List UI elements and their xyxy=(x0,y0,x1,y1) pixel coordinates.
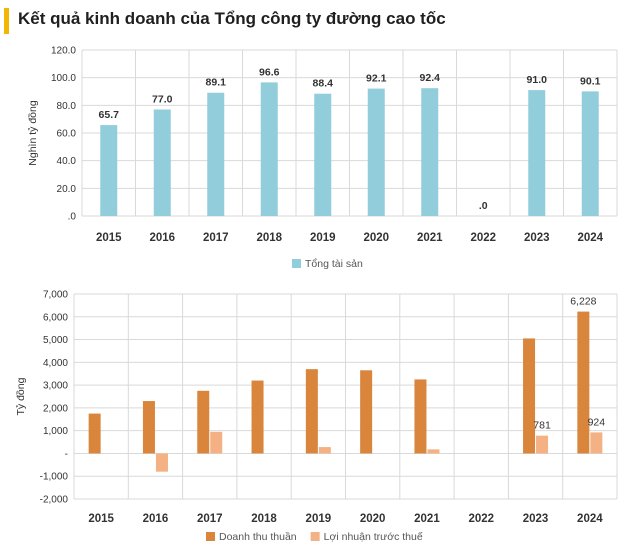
bar-doanh-thu-thuần xyxy=(360,370,373,454)
y-axis-title: Tỷ đồng xyxy=(15,377,27,415)
x-tick-label: 2015 xyxy=(88,513,114,525)
data-label: 91.0 xyxy=(527,74,548,86)
bar-doanh-thu-thuần xyxy=(577,311,590,454)
bar-doanh-thu-thuần xyxy=(523,338,536,454)
x-tick-label: 2018 xyxy=(256,232,282,244)
y-tick-label: 6,000 xyxy=(43,312,68,323)
data-label: .0 xyxy=(479,200,488,212)
x-tick-label: 2022 xyxy=(468,513,494,525)
y-tick-label: 120.0 xyxy=(51,46,76,57)
y-tick-label: 3,000 xyxy=(43,381,68,392)
bar-doanh-thu-thuần xyxy=(88,413,101,454)
total-assets-chart: .0 20.0 40.0 60.0 80.0 100.0 120.0 65.7 77.0 89.1… xyxy=(27,46,618,270)
y-tick-label: 40.0 xyxy=(57,156,77,167)
x-tick-label: 2019 xyxy=(306,513,332,525)
y-tick-label: 20.0 xyxy=(57,184,77,195)
bar-doanh-thu-thuần xyxy=(305,369,318,454)
x-tick-label: 2020 xyxy=(363,232,389,244)
y-tick-label: 100.0 xyxy=(51,73,76,84)
title-accent-bar xyxy=(4,8,9,34)
bar-tổng-tài-sản xyxy=(100,125,118,216)
data-label: 89.1 xyxy=(206,77,227,89)
bar-tổng-tài-sản xyxy=(421,88,439,216)
legend-label: Lợi nhuận trước thuế xyxy=(324,531,423,543)
data-label: 88.4 xyxy=(313,78,334,90)
data-label: 65.7 xyxy=(99,109,120,121)
bar-doanh-thu-thuần xyxy=(414,379,427,454)
x-tick-label: 2016 xyxy=(143,513,169,525)
data-label: 6,228 xyxy=(570,296,596,308)
bar-tổng-tài-sản xyxy=(153,109,171,216)
data-label: 92.1 xyxy=(366,73,387,85)
y-tick-label: -2,000 xyxy=(40,495,69,506)
x-tick-label: 2024 xyxy=(577,513,603,525)
bar-tổng-tài-sản xyxy=(314,93,332,216)
revenue-profit-chart: -2,000-1,000-1,0002,0003,0004,0005,0006,… xyxy=(15,290,618,543)
bar-tổng-tài-sản xyxy=(528,90,546,216)
bar-lợi-nhuận-trước-thuế xyxy=(536,435,549,454)
data-label: 924 xyxy=(588,416,606,428)
y-axis-title: Nghìn tỷ đồng xyxy=(27,100,39,166)
bar-doanh-thu-thuần xyxy=(197,390,210,454)
data-label: 96.6 xyxy=(259,66,280,78)
data-label: 77.0 xyxy=(152,93,173,105)
bar-tổng-tài-sản xyxy=(260,82,278,216)
x-tick-label: 2017 xyxy=(197,513,223,525)
bar-lợi-nhuận-trước-thuế xyxy=(427,449,440,454)
x-tick-label: 2015 xyxy=(96,232,122,244)
x-tick-label: 2019 xyxy=(310,232,336,244)
y-tick-label: 60.0 xyxy=(57,129,77,140)
x-tick-label: 2021 xyxy=(417,232,443,244)
page-title: Kết quả kinh doanh của Tổng công ty đườn… xyxy=(18,9,446,28)
y-tick-label: 5,000 xyxy=(43,335,68,346)
y-tick-label: 2,000 xyxy=(43,403,68,414)
x-tick-label: 2020 xyxy=(360,513,386,525)
y-tick-label: 1,000 xyxy=(43,426,68,437)
legend-swatch xyxy=(310,532,320,541)
x-tick-label: 2021 xyxy=(414,513,440,525)
bar-tổng-tài-sản xyxy=(581,91,599,216)
x-tick-label: 2024 xyxy=(577,232,603,244)
bar-lợi-nhuận-trước-thuế xyxy=(155,453,168,472)
bar-lợi-nhuận-trước-thuế xyxy=(318,447,331,454)
y-tick-label: 4,000 xyxy=(43,358,68,369)
x-tick-label: 2016 xyxy=(149,232,175,244)
x-tick-label: 2018 xyxy=(251,513,277,525)
data-label: 92.4 xyxy=(420,72,441,84)
bar-tổng-tài-sản xyxy=(367,88,385,216)
legend-swatch xyxy=(292,259,301,268)
bar-doanh-thu-thuần xyxy=(142,401,155,454)
x-tick-label: 2022 xyxy=(470,232,496,244)
data-label: 781 xyxy=(533,420,551,432)
y-tick-label: .0 xyxy=(68,212,77,223)
bar-lợi-nhuận-trước-thuế xyxy=(590,432,603,454)
legend-label: Tổng tài sản xyxy=(305,258,363,270)
data-label: 90.1 xyxy=(580,75,601,87)
bar-lợi-nhuận-trước-thuế xyxy=(210,431,223,454)
y-tick-label: 80.0 xyxy=(57,101,77,112)
y-tick-label: - xyxy=(65,449,68,460)
bar-tổng-tài-sản xyxy=(207,92,225,216)
legend-swatch xyxy=(206,532,215,541)
y-tick-label: 7,000 xyxy=(43,290,68,301)
x-tick-label: 2017 xyxy=(203,232,229,244)
bar-doanh-thu-thuần xyxy=(251,380,264,454)
x-tick-label: 2023 xyxy=(523,513,549,525)
y-tick-label: -1,000 xyxy=(40,472,69,483)
legend-label: Doanh thu thuần xyxy=(219,531,297,543)
x-tick-label: 2023 xyxy=(524,232,550,244)
